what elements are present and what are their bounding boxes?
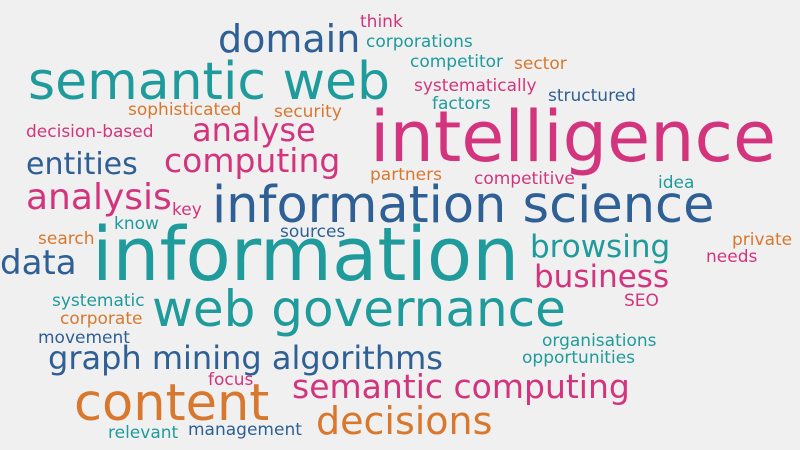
cloud-word: domain <box>218 17 361 61</box>
cloud-word: information <box>92 212 520 298</box>
cloud-word: relevant <box>108 423 179 443</box>
cloud-word: sources <box>280 222 346 242</box>
cloud-word: intelligence <box>370 96 777 178</box>
cloud-word: semantic computing <box>292 367 630 406</box>
cloud-word: factors <box>432 94 491 114</box>
cloud-word: partners <box>370 165 442 185</box>
cloud-word: corporate <box>60 309 143 329</box>
cloud-word: competitor <box>410 52 504 72</box>
cloud-word: decision-based <box>26 122 154 142</box>
cloud-word: analysis <box>26 177 172 218</box>
cloud-word: content <box>74 374 270 433</box>
cloud-word: search <box>38 229 95 249</box>
cloud-word: entities <box>26 147 138 182</box>
cloud-word: competitive <box>474 169 575 189</box>
cloud-word: idea <box>658 173 695 193</box>
cloud-word: browsing <box>530 229 671 265</box>
cloud-word: SEO <box>624 291 659 311</box>
cloud-word: systematic <box>52 291 145 311</box>
cloud-word: computing <box>164 141 341 180</box>
cloud-word: private <box>732 230 793 250</box>
cloud-word: data <box>0 243 77 283</box>
cloud-word: corporations <box>366 32 473 52</box>
cloud-word: focus <box>208 370 254 390</box>
cloud-word: semantic web <box>28 52 391 112</box>
cloud-word: sector <box>514 54 567 74</box>
cloud-word: know <box>114 214 159 234</box>
cloud-word: sophisticated <box>128 100 242 120</box>
cloud-word: opportunities <box>522 348 636 368</box>
cloud-word: decisions <box>316 399 493 443</box>
cloud-word: key <box>172 200 202 220</box>
cloud-word: organisations <box>542 331 657 351</box>
cloud-word: systematically <box>414 76 537 96</box>
cloud-word: security <box>274 102 342 122</box>
cloud-word: needs <box>706 247 758 267</box>
cloud-word: graph mining algorithms <box>48 339 443 377</box>
cloud-word: movement <box>38 328 130 348</box>
cloud-word: business <box>534 259 670 295</box>
cloud-word: analyse <box>192 111 316 149</box>
cloud-word: web governance <box>152 280 566 338</box>
cloud-word: management <box>188 420 302 440</box>
cloud-word: information science <box>212 176 715 235</box>
cloud-word: think <box>360 12 403 32</box>
cloud-word: structured <box>548 86 636 106</box>
